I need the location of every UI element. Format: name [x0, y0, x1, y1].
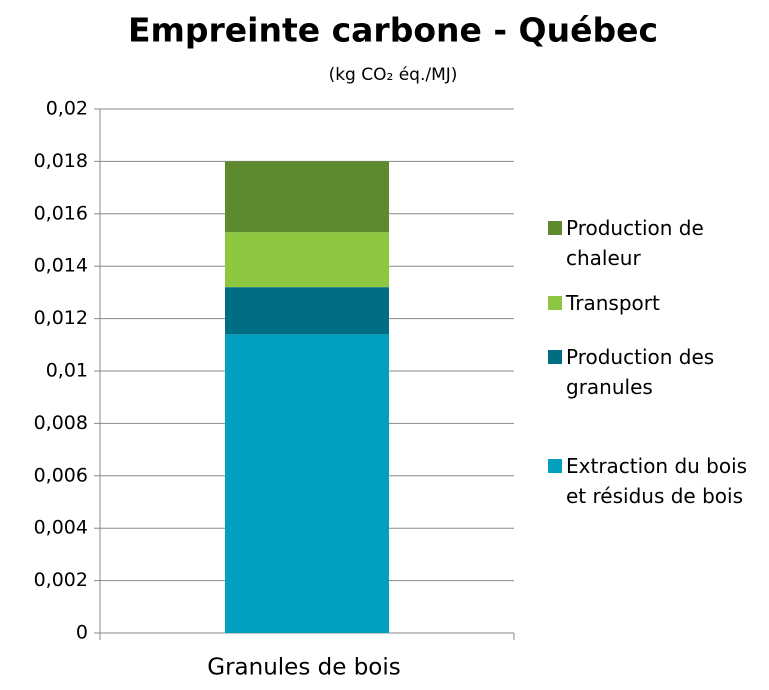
y-tick-label: 0,002: [34, 569, 88, 591]
legend-label: Extraction du bois et résidus de bois: [566, 454, 748, 508]
y-tick-label: 0: [76, 622, 88, 644]
chart-subtitle: (kg CO₂ éq./MJ): [329, 65, 458, 85]
legend-swatch: [548, 221, 562, 235]
y-tick-label: 0,006: [34, 464, 88, 486]
y-tick-label: 0,02: [46, 98, 88, 120]
bar-segment: [225, 287, 389, 335]
legend-item: Production des granules: [548, 342, 763, 402]
y-tick-label: 0,018: [34, 150, 88, 172]
x-tick-label: Granules de bois: [207, 655, 400, 681]
chart-title: Empreinte carbone - Québec: [128, 11, 658, 50]
legend-swatch: [548, 350, 562, 364]
y-tick-label: 0,01: [46, 360, 88, 382]
legend-label: Production de chaleur: [566, 216, 704, 270]
y-tick-label: 0,004: [34, 517, 88, 539]
bar-segment: [225, 334, 389, 633]
legend-label: Production des granules: [566, 345, 715, 399]
y-tick-label: 0,014: [34, 255, 88, 277]
legend-item: Production de chaleur: [548, 213, 763, 273]
legend-swatch: [548, 459, 562, 473]
y-tick-label: 0,012: [34, 307, 88, 329]
y-tick-label: 0,008: [34, 412, 88, 434]
legend-swatch: [548, 296, 562, 310]
bar-segment: [225, 161, 389, 233]
legend-item: Transport: [548, 288, 763, 318]
y-tick-label: 0,016: [34, 202, 88, 224]
bar-segment: [225, 232, 389, 288]
legend-label: Transport: [566, 291, 660, 315]
legend-item: Extraction du bois et résidus de bois: [548, 451, 763, 511]
